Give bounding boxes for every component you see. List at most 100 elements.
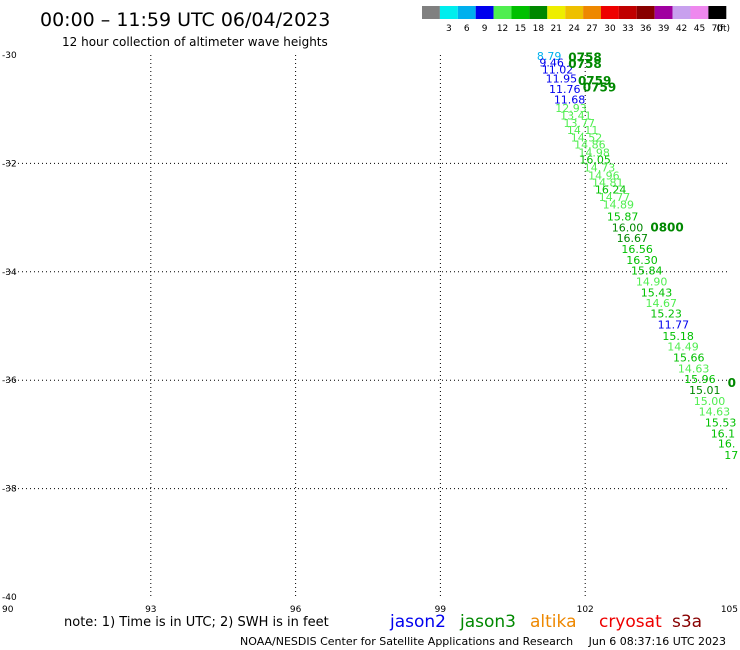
color-scale-label: 24: [568, 24, 580, 34]
color-scale-swatch: [511, 6, 530, 19]
latitude-tick-label: -30: [2, 51, 17, 61]
color-scale-label: 18: [533, 24, 545, 34]
wave-height-value: 16.05: [579, 154, 611, 167]
color-scale-label: 70: [712, 24, 724, 34]
color-scale-label: 6: [464, 24, 470, 34]
wave-height-value: 15.01: [689, 384, 721, 397]
longitude-tick-label: 90: [2, 605, 14, 615]
color-scale-swatch: [636, 6, 655, 19]
wave-height-value: 16.1: [711, 427, 736, 440]
color-scale-swatch: [457, 6, 476, 19]
color-scale-swatch: [547, 6, 566, 19]
wave-height-value: 8.79: [537, 50, 562, 63]
wave-height-value: 16.00: [612, 221, 644, 234]
color-scale-label: 3: [446, 24, 452, 34]
color-scale-swatch: [708, 6, 727, 19]
wave-height-value: 16.56: [621, 243, 653, 256]
longitude-tick-labels: 90 93 96 99 102 105: [2, 605, 738, 615]
wave-height-value: 14.67: [646, 297, 678, 310]
wave-height-observations: 8.799.4611.0211.9511.7611.6812.9313.4113…: [537, 50, 738, 462]
color-scale-swatch: [493, 6, 512, 19]
wave-height-value: 14.11: [567, 124, 599, 137]
footer-timestamp: Jun 6 08:37:16 UTC 2023: [588, 635, 726, 648]
color-scale-label: 9: [482, 24, 488, 34]
wave-height-value: 15.23: [650, 308, 682, 321]
wave-height-value: 14.49: [667, 341, 699, 354]
wave-height-value: 15.53: [705, 416, 737, 429]
satellite-legend-altika: altika: [530, 612, 577, 632]
wave-height-value: 14.52: [571, 131, 603, 144]
wave-height-value: 14.98: [578, 147, 610, 160]
color-scale-swatch: [654, 6, 673, 19]
wave-height-value: 15.96: [684, 373, 716, 386]
color-scale-swatch: [529, 6, 548, 19]
wave-height-value: 14.77: [599, 191, 631, 204]
color-scale-label: 33: [622, 24, 633, 34]
wave-height-value: 16.30: [626, 254, 658, 267]
color-scale-swatches: [422, 6, 727, 19]
footer-credit: NOAA/NESDIS Center for Satellite Applica…: [240, 635, 573, 648]
wave-height-value: 15.00: [694, 395, 726, 408]
latitude-tick-label: -34: [2, 268, 17, 278]
color-scale-label: 27: [586, 24, 597, 34]
pass-time-label: 0758: [568, 51, 601, 65]
map-gridlines: [6, 55, 730, 597]
color-scale-swatch: [672, 6, 691, 19]
wave-height-value: 14.86: [574, 138, 606, 151]
color-scale-swatch: [690, 6, 709, 19]
color-scale-label: 36: [640, 24, 652, 34]
color-scale-label: 12: [497, 24, 508, 34]
pass-time-label: 0800: [650, 220, 683, 234]
color-scale-swatch: [618, 6, 637, 19]
wave-height-value: 13.77: [563, 117, 595, 130]
color-scale-unit: (ft): [716, 24, 730, 34]
satellite-legend-jason2: jason2: [389, 612, 446, 632]
map-title: 00:00 – 11:59 UTC 06/04/2023: [40, 9, 330, 31]
wave-height-value: 15.66: [673, 351, 705, 364]
latitude-tick-labels: -30 -32 -34 -36 -38 -40: [2, 51, 17, 603]
footer-note: note: 1) Time is in UTC; 2) SWH is in fe…: [64, 615, 329, 630]
color-scale-swatch: [475, 6, 494, 19]
color-scale-labels: 3 6 9 12 15 18 21 24 27 30 33 36 39 42 45 70: [446, 24, 723, 34]
satellite-legend: jason2 jason3 altika cryosat s3a: [389, 612, 702, 632]
color-scale-swatch: [601, 6, 619, 19]
wave-height-value: 16.: [718, 438, 736, 451]
latitude-tick-label: -32: [2, 159, 17, 169]
wave-height-value: 15.18: [662, 330, 694, 343]
color-scale-swatch: [565, 6, 584, 19]
latitude-tick-label: -38: [2, 485, 17, 495]
latitude-tick-label: -40: [2, 593, 17, 603]
longitude-tick-label: 105: [721, 605, 738, 615]
wave-height-value: 9.46: [539, 57, 564, 70]
pass-time-label: 0759: [578, 74, 611, 88]
wave-height-value: 11.95: [546, 72, 578, 85]
color-scale-label: 42: [676, 24, 687, 34]
wave-height-value: 12.93: [555, 102, 587, 115]
wave-height-value: 13.41: [560, 110, 592, 123]
pass-time-label: 0759: [583, 81, 616, 95]
wave-height-value: 14.63: [699, 406, 731, 419]
longitude-tick-label: 93: [145, 605, 156, 615]
wave-height-value: 15.43: [641, 286, 673, 299]
pass-time-label: 0: [728, 376, 736, 390]
color-scale-swatch: [583, 6, 601, 19]
wave-height-value: 14.90: [636, 276, 668, 289]
wave-height-value: 11.68: [554, 93, 586, 106]
color-scale-label: 21: [551, 24, 562, 34]
map-subtitle: 12 hour collection of altimeter wave hei…: [62, 35, 328, 49]
color-scale-swatch: [422, 6, 440, 19]
wave-height-value: 14.63: [678, 362, 710, 375]
longitude-tick-label: 99: [435, 605, 447, 615]
wave-height-value: 16.24: [595, 183, 627, 196]
satellite-legend-s3a: s3a: [672, 612, 702, 632]
wave-height-value: 15.84: [631, 265, 663, 278]
wave-height-value: 17: [724, 449, 738, 462]
wave-height-value: 11.77: [658, 318, 690, 331]
longitude-tick-label: 96: [290, 605, 302, 615]
pass-time-label: 0758: [568, 57, 601, 71]
wave-height-value: 14.96: [588, 169, 620, 182]
longitude-tick-label: 102: [577, 605, 594, 615]
